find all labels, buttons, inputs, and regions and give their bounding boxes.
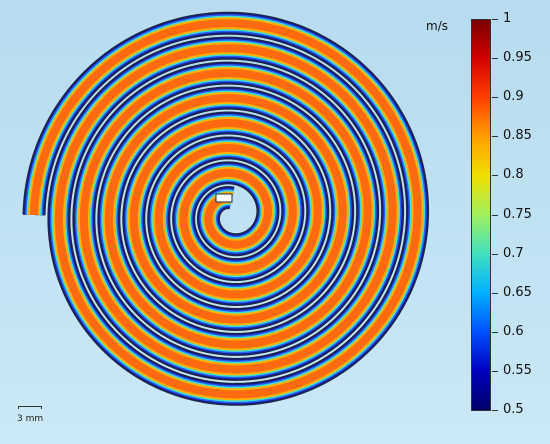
colorbar-tick	[492, 175, 498, 177]
colorbar-tick-label: 0.65	[503, 284, 532, 300]
colorbar-tick	[492, 292, 498, 294]
colorbar-tick-label: 0.85	[503, 128, 532, 144]
scale-bar: 3 mm	[17, 402, 44, 424]
colorbar-tick	[492, 410, 498, 411]
channel-outlet	[215, 193, 233, 203]
scale-bar-line	[18, 406, 42, 409]
colorbar-tick-label: 0.6	[503, 323, 524, 339]
colorbar-tick-label: 0.7	[503, 245, 524, 261]
colorbar-tick	[492, 331, 498, 333]
spiral-channel	[22, 11, 430, 406]
colorbar-tick	[492, 253, 498, 255]
colorbar	[471, 19, 491, 411]
channel-core-layer	[30, 19, 422, 399]
colorbar-tick-label: 0.5	[503, 402, 524, 417]
colorbar-tick	[492, 58, 498, 60]
colorbar-tick-label: 0.9	[503, 89, 524, 105]
colorbar-unit-label: m/s	[426, 19, 448, 33]
colorbar-tick-label: 0.55	[503, 362, 532, 378]
colorbar-tick-label: 0.95	[503, 50, 532, 66]
colorbar-tick-label: 1	[503, 11, 512, 26]
colorbar-tick	[492, 214, 498, 216]
colorbar-tick	[492, 19, 498, 20]
scale-bar-label: 3 mm	[17, 414, 44, 424]
colorbar-tick	[492, 136, 498, 138]
colorbar-tick-label: 0.8	[503, 167, 524, 183]
colorbar-tick	[492, 370, 498, 372]
colorbar-tick	[492, 97, 498, 99]
colorbar-tick-label: 0.75	[503, 206, 532, 222]
